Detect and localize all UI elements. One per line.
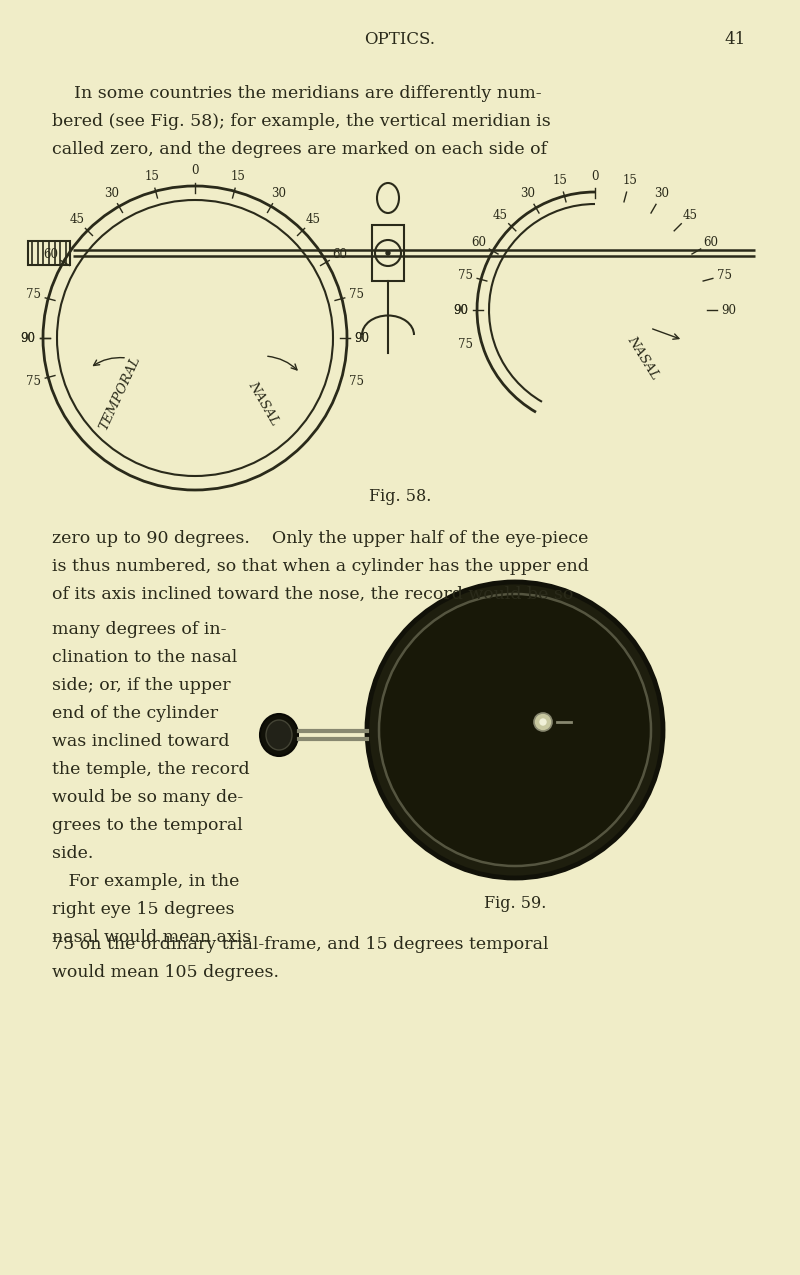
Text: 60: 60 <box>471 236 486 250</box>
Text: 75: 75 <box>458 338 473 351</box>
Text: 30: 30 <box>271 187 286 200</box>
Text: 75 on the ordinary trial-frame, and 15 degrees temporal: 75 on the ordinary trial-frame, and 15 d… <box>52 936 549 952</box>
Text: 30: 30 <box>654 187 670 200</box>
Text: right eye 15 degrees: right eye 15 degrees <box>52 901 234 918</box>
Text: would mean 105 degrees.: would mean 105 degrees. <box>52 964 279 980</box>
Text: 0: 0 <box>591 170 598 182</box>
Text: 60: 60 <box>332 249 347 261</box>
Text: 30: 30 <box>521 187 535 200</box>
Text: clination to the nasal: clination to the nasal <box>52 649 238 666</box>
Text: 75: 75 <box>26 288 41 301</box>
Text: 75: 75 <box>458 269 473 282</box>
Text: 15: 15 <box>144 170 159 184</box>
Bar <box>372 224 404 280</box>
Circle shape <box>367 581 663 878</box>
Text: 90: 90 <box>454 303 469 316</box>
Text: TEMPORAL: TEMPORAL <box>97 354 143 432</box>
Text: called zero, and the degrees are marked on each side of: called zero, and the degrees are marked … <box>52 142 547 158</box>
Text: 75: 75 <box>349 375 364 388</box>
Text: OPTICS.: OPTICS. <box>365 31 435 48</box>
Text: 75: 75 <box>349 288 364 301</box>
Text: nasal would mean axis: nasal would mean axis <box>52 929 251 946</box>
Text: 60: 60 <box>43 249 58 261</box>
Circle shape <box>534 713 552 731</box>
Text: grees to the temporal: grees to the temporal <box>52 817 242 834</box>
Text: Fig. 58.: Fig. 58. <box>369 488 431 505</box>
Circle shape <box>379 594 651 866</box>
Text: 15: 15 <box>230 170 246 184</box>
Text: of its axis inclined toward the nose, the record would be so: of its axis inclined toward the nose, th… <box>52 586 574 603</box>
Ellipse shape <box>260 714 298 756</box>
Text: end of the cylinder: end of the cylinder <box>52 705 218 722</box>
Text: 45: 45 <box>682 209 698 222</box>
Ellipse shape <box>266 720 292 750</box>
Text: 30: 30 <box>104 187 119 200</box>
Text: 15: 15 <box>622 175 637 187</box>
Text: 75: 75 <box>26 375 41 388</box>
Text: NASAL: NASAL <box>625 334 662 382</box>
Text: For example, in the: For example, in the <box>52 873 239 890</box>
Bar <box>28 241 70 265</box>
Text: 41: 41 <box>724 31 746 48</box>
Text: NASAL: NASAL <box>245 379 281 427</box>
Text: 75: 75 <box>717 269 732 282</box>
Text: 45: 45 <box>493 209 508 222</box>
Circle shape <box>540 719 546 725</box>
Text: is thus numbered, so that when a cylinder has the upper end: is thus numbered, so that when a cylinde… <box>52 558 589 575</box>
Text: 90: 90 <box>722 303 737 316</box>
Text: 15: 15 <box>553 175 568 187</box>
Text: bered (see Fig. 58); for example, the vertical meridian is: bered (see Fig. 58); for example, the ve… <box>52 113 550 130</box>
Text: 90: 90 <box>354 332 370 344</box>
Text: 45: 45 <box>70 213 85 227</box>
Text: Fig. 59.: Fig. 59. <box>484 895 546 912</box>
Text: many degrees of in-: many degrees of in- <box>52 621 226 638</box>
Text: zero up to 90 degrees.    Only the upper half of the eye-piece: zero up to 90 degrees. Only the upper ha… <box>52 530 588 547</box>
Text: side.: side. <box>52 845 94 862</box>
Text: In some countries the meridians are differently num-: In some countries the meridians are diff… <box>52 85 542 102</box>
Text: 90: 90 <box>21 332 35 344</box>
Text: would be so many de-: would be so many de- <box>52 789 243 806</box>
Circle shape <box>386 251 390 255</box>
Text: the temple, the record: the temple, the record <box>52 761 250 778</box>
Text: 60: 60 <box>703 236 718 250</box>
Text: 90: 90 <box>454 303 469 316</box>
Text: side; or, if the upper: side; or, if the upper <box>52 677 230 694</box>
Text: 45: 45 <box>306 213 321 227</box>
Text: 90: 90 <box>21 332 35 344</box>
Text: was inclined toward: was inclined toward <box>52 733 230 750</box>
Text: 0: 0 <box>191 164 198 177</box>
Text: 90: 90 <box>354 332 370 344</box>
